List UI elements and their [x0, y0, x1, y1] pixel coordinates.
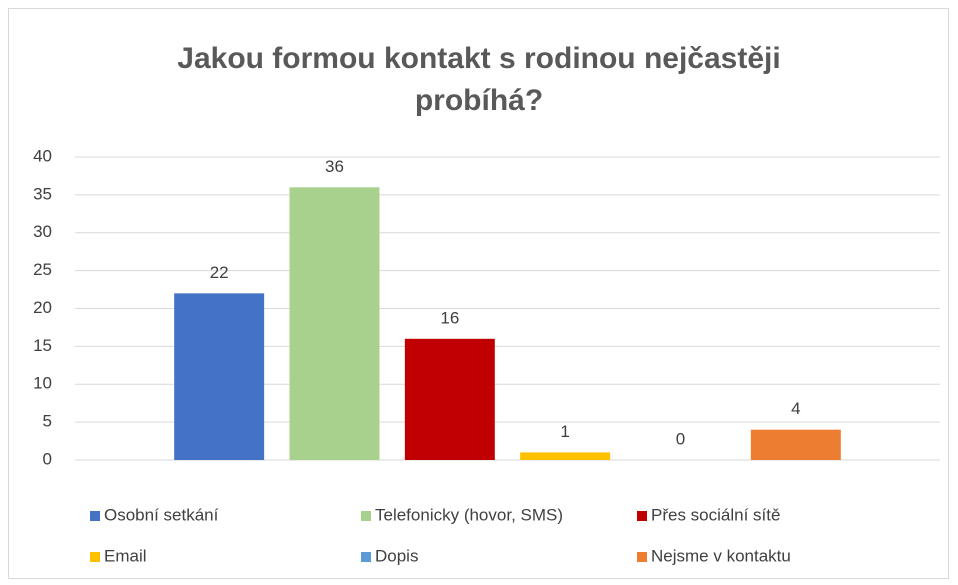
legend-swatch: [90, 511, 100, 521]
legend-label: Nejsme v kontaktu: [651, 546, 791, 565]
chart-border: [8, 8, 949, 579]
data-label: 16: [440, 308, 459, 327]
y-tick-label: 30: [33, 222, 52, 241]
bar: [404, 338, 495, 460]
data-label: 22: [210, 263, 229, 282]
data-label: 0: [676, 429, 685, 448]
legend-label: Email: [104, 546, 147, 565]
y-tick-label: 40: [33, 146, 52, 165]
data-label: 4: [791, 399, 800, 418]
y-tick-label: 10: [33, 374, 52, 393]
legend-label: Telefonicky (hovor, SMS): [375, 505, 563, 524]
legend-swatch: [90, 552, 100, 562]
y-tick-label: 35: [33, 184, 52, 203]
bar: [289, 187, 380, 461]
y-tick-label: 0: [43, 449, 52, 468]
legend-swatch: [637, 552, 647, 562]
chart-title: Jakou formou kontakt s rodinou nejčastěj…: [177, 42, 781, 117]
bar: [520, 452, 611, 460]
bar: [750, 429, 841, 460]
legend-swatch: [361, 552, 371, 562]
legend-label: Přes sociální sítě: [651, 505, 780, 524]
legend-swatch: [361, 511, 371, 521]
y-tick-label: 15: [33, 336, 52, 355]
data-label: 36: [325, 157, 344, 176]
legend-swatch: [637, 511, 647, 521]
bar: [174, 293, 265, 460]
legend-label: Dopis: [375, 546, 418, 565]
y-tick-label: 20: [33, 298, 52, 317]
legend-label: Osobní setkání: [104, 505, 219, 524]
y-tick-label: 5: [43, 412, 52, 431]
data-label: 1: [560, 422, 569, 441]
y-tick-label: 25: [33, 260, 52, 279]
